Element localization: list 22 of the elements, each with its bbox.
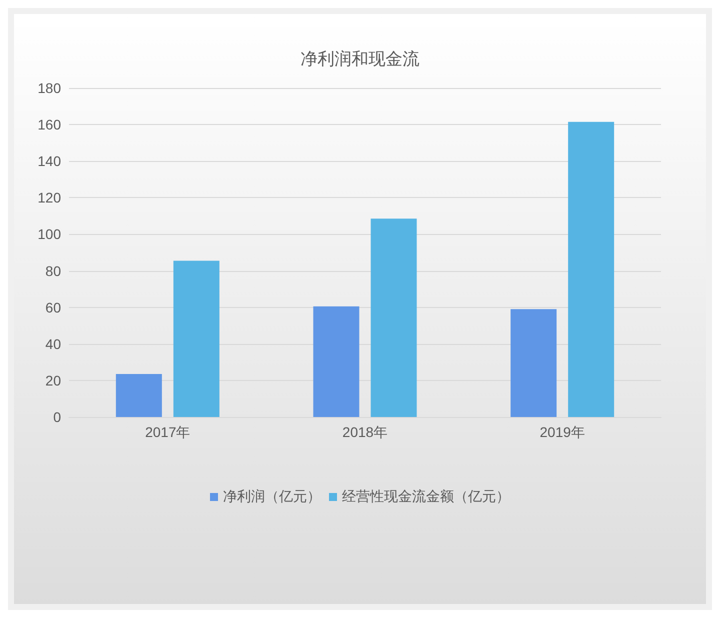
bar (116, 374, 162, 417)
bar (173, 260, 220, 417)
y-tick-label: 20 (45, 372, 62, 388)
y-tick-label: 0 (53, 409, 62, 425)
y-tick-label: 160 (38, 116, 62, 133)
y-tick-label: 40 (45, 336, 62, 352)
x-tick-label: 2018年 (342, 424, 388, 440)
x-tick-label: 2019年 (540, 424, 585, 440)
bar (510, 309, 557, 417)
y-tick-label: 60 (45, 299, 62, 316)
x-tick-label: 2017年 (145, 424, 190, 440)
chart-title: 净利润和现金流 (300, 50, 420, 70)
y-tick-label: 140 (38, 153, 62, 170)
bar (370, 218, 417, 417)
y-tick-label: 180 (38, 80, 62, 96)
bar (568, 122, 614, 417)
y-tick-label: 100 (38, 226, 62, 242)
y-tick-label: 120 (38, 190, 62, 206)
y-tick-label: 80 (45, 262, 62, 279)
legend-label: 经营性现金流金额（亿元） (342, 489, 510, 505)
legend-label: 净利润（亿元） (223, 489, 321, 505)
bar (313, 306, 360, 417)
